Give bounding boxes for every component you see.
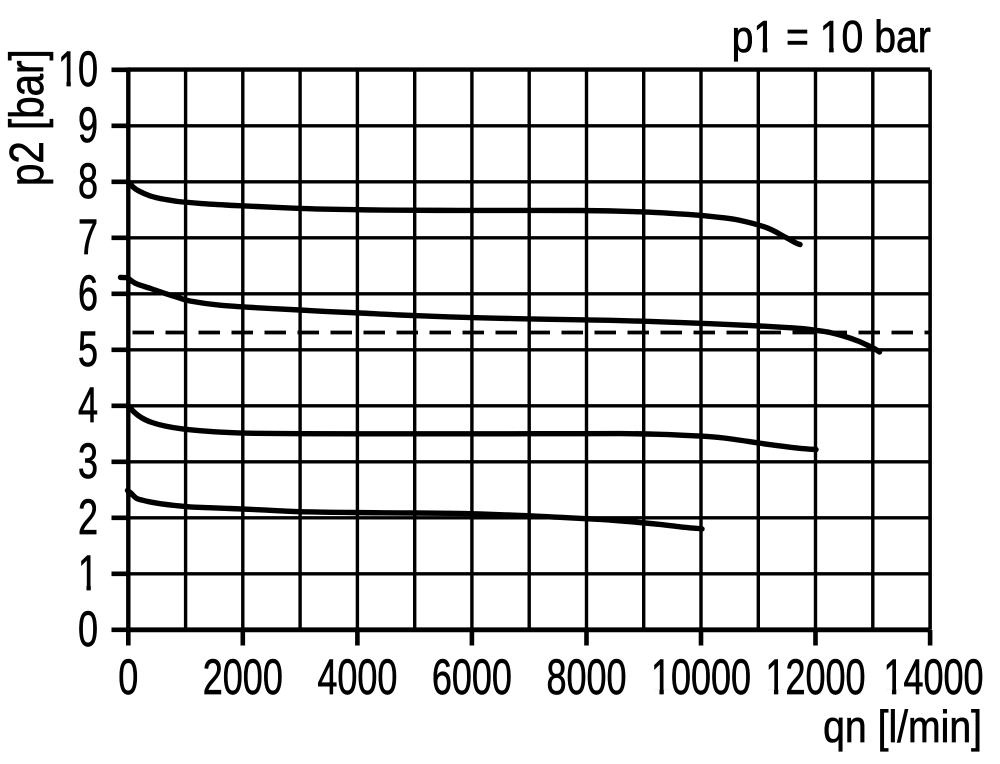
svg-text:8: 8 (78, 153, 98, 209)
svg-text:5: 5 (78, 321, 98, 377)
svg-text:6000: 6000 (432, 649, 512, 705)
svg-text:2000: 2000 (203, 649, 283, 705)
svg-text:p1 = 10 bar: p1 = 10 bar (732, 11, 931, 62)
svg-text:14000: 14000 (883, 649, 983, 705)
svg-text:1: 1 (78, 545, 98, 601)
svg-text:p2 [bar]: p2 [bar] (1, 49, 54, 186)
svg-text:2: 2 (78, 489, 98, 545)
svg-text:10000: 10000 (651, 649, 751, 705)
svg-text:3: 3 (78, 433, 98, 489)
svg-text:qn [l/min]: qn [l/min] (823, 701, 982, 752)
svg-text:4: 4 (78, 377, 98, 433)
svg-text:8000: 8000 (546, 649, 626, 705)
svg-text:9: 9 (78, 97, 98, 153)
svg-text:0: 0 (78, 601, 98, 657)
svg-text:12000: 12000 (765, 649, 865, 705)
svg-text:6: 6 (78, 265, 98, 321)
svg-text:10: 10 (58, 41, 98, 97)
svg-text:7: 7 (78, 209, 98, 265)
svg-text:4000: 4000 (317, 649, 397, 705)
svg-text:0: 0 (118, 649, 138, 705)
